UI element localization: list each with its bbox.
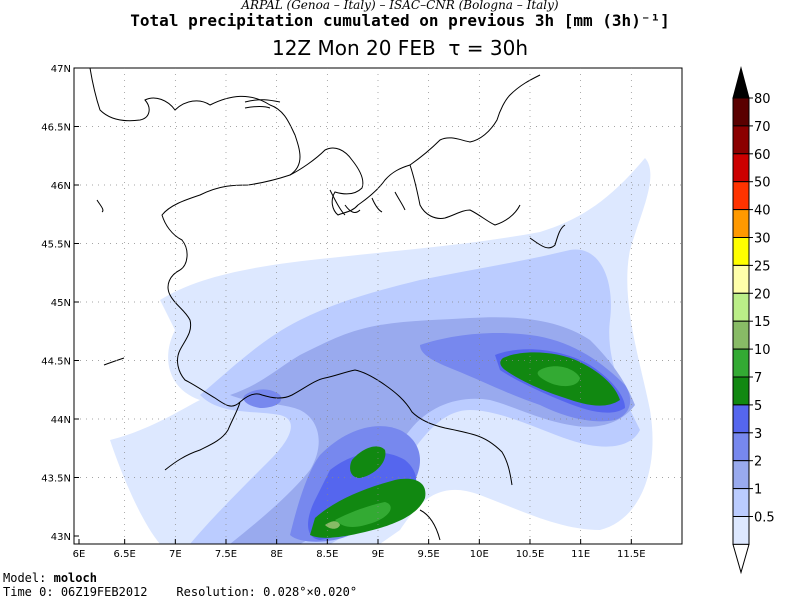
colorbar-box <box>732 432 750 462</box>
graticule <box>74 67 682 544</box>
italian-lakes <box>329 189 406 216</box>
lat-label: 44N <box>51 415 71 426</box>
model-label: Model: <box>3 571 47 585</box>
lat-label: 43N <box>51 532 71 543</box>
contour-7b <box>350 446 386 478</box>
colorbar-box <box>732 97 750 127</box>
lon-label: 9E <box>372 549 385 560</box>
coastlines-borders <box>89 68 566 541</box>
colorbar-level-label: 10 <box>754 343 771 358</box>
map-title: Total precipitation cumulated on previou… <box>130 11 670 30</box>
colorbar-box <box>732 488 750 518</box>
precip-field <box>110 158 653 544</box>
colorbar-box <box>732 264 750 294</box>
map-subtitle: 12Z Mon 20 FEB τ = 30h <box>0 36 800 60</box>
resolution-label: Resolution: <box>176 585 256 599</box>
colorbar-labels: 80 70 60 50 40 30 25 20 15 10 7 5 3 2 1 0.5 <box>754 92 775 526</box>
colorbar-bottom-arrow <box>732 543 750 575</box>
colorbar-level-label: 2 <box>754 455 762 470</box>
colorbar-level-label: 5 <box>754 399 762 414</box>
lat-label: 44.5N <box>41 357 71 368</box>
lat-label: 46.5N <box>41 123 71 134</box>
colorbar-level-label: 7 <box>754 371 762 386</box>
lon-label: 6.5E <box>114 549 136 560</box>
lon-label: 7.5E <box>215 549 237 560</box>
colorbar-level-label: 80 <box>754 92 771 107</box>
lon-label: 9.5E <box>418 549 440 560</box>
colorbar-boxes <box>732 66 753 575</box>
colorbar-box <box>732 320 750 350</box>
small-feature <box>103 357 125 366</box>
colorbar-top-arrow <box>732 66 750 99</box>
colorbar-box <box>732 460 750 490</box>
lon-label: 7E <box>169 549 182 560</box>
colorbar-level-label: 0.5 <box>754 511 775 526</box>
colorbar-level-label: 3 <box>754 427 762 442</box>
colorbar-level-label: 60 <box>754 148 771 163</box>
model-line: Model: moloch <box>3 571 97 585</box>
lat-label: 45.5N <box>41 240 71 251</box>
contour-15 <box>325 521 340 529</box>
lat-label: 43.5N <box>41 474 71 485</box>
colorbar-level-label: 70 <box>754 120 771 135</box>
colorbar-level-label: 25 <box>754 259 771 274</box>
colorbar-box <box>732 153 750 183</box>
alpine-lakes-border <box>409 164 521 226</box>
colorbar-box <box>732 516 750 545</box>
venice-lagoon <box>529 224 566 249</box>
lake-1 <box>96 199 104 213</box>
french-italian-border <box>89 68 301 407</box>
ligurian-coast <box>239 369 513 486</box>
colorbar-level-label: 1 <box>754 483 762 498</box>
lat-label: 45N <box>51 298 71 309</box>
colorbar-level-label: 30 <box>754 232 771 247</box>
lat-label: 47N <box>51 64 71 75</box>
colorbar-box <box>732 181 750 211</box>
lon-label: 11.5E <box>617 549 646 560</box>
time-line: Time 0: 06Z19FEB2012 Resolution: 0.028°×… <box>3 585 357 599</box>
contour-10 <box>537 366 580 387</box>
provence-coast <box>164 401 241 471</box>
colorbar-level-label: 15 <box>754 315 771 330</box>
lake-geneva <box>244 99 281 109</box>
colorbar-box <box>732 209 750 239</box>
lon-label: 10.5E <box>516 549 545 560</box>
lon-label: 8.5E <box>316 549 338 560</box>
date-label: 12Z Mon 20 FEB <box>271 36 436 60</box>
tau-label: τ = 30h <box>448 36 529 60</box>
resolution-value: 0.028°×0.020° <box>263 585 358 599</box>
lon-label: 8E <box>270 549 283 560</box>
corsica-coast <box>419 509 441 541</box>
colorbar-level-label: 50 <box>754 176 771 191</box>
colorbar-level-label: 20 <box>754 287 771 302</box>
time-value: 06Z19FEB2012 <box>60 585 148 599</box>
time-label: Time 0: <box>3 585 54 599</box>
swiss-italian-border <box>289 74 541 216</box>
colorbar-box <box>732 125 750 155</box>
contour-10b <box>335 502 391 527</box>
colorbar-box <box>732 237 750 266</box>
colorbar-box <box>732 348 750 378</box>
lon-label: 6E <box>73 549 86 560</box>
colorbar-level-label: 40 <box>754 204 771 219</box>
lat-label: 46N <box>51 181 71 192</box>
lon-label: 11E <box>571 549 590 560</box>
colorbar-box <box>732 404 750 434</box>
colorbar-box <box>732 292 750 322</box>
lon-label: 10E <box>470 549 489 560</box>
model-value: moloch <box>53 571 97 585</box>
colorbar-box <box>732 376 750 406</box>
credit-line: ARPAL (Genoa – Italy) – ISAC–CNR (Bologn… <box>241 0 559 12</box>
